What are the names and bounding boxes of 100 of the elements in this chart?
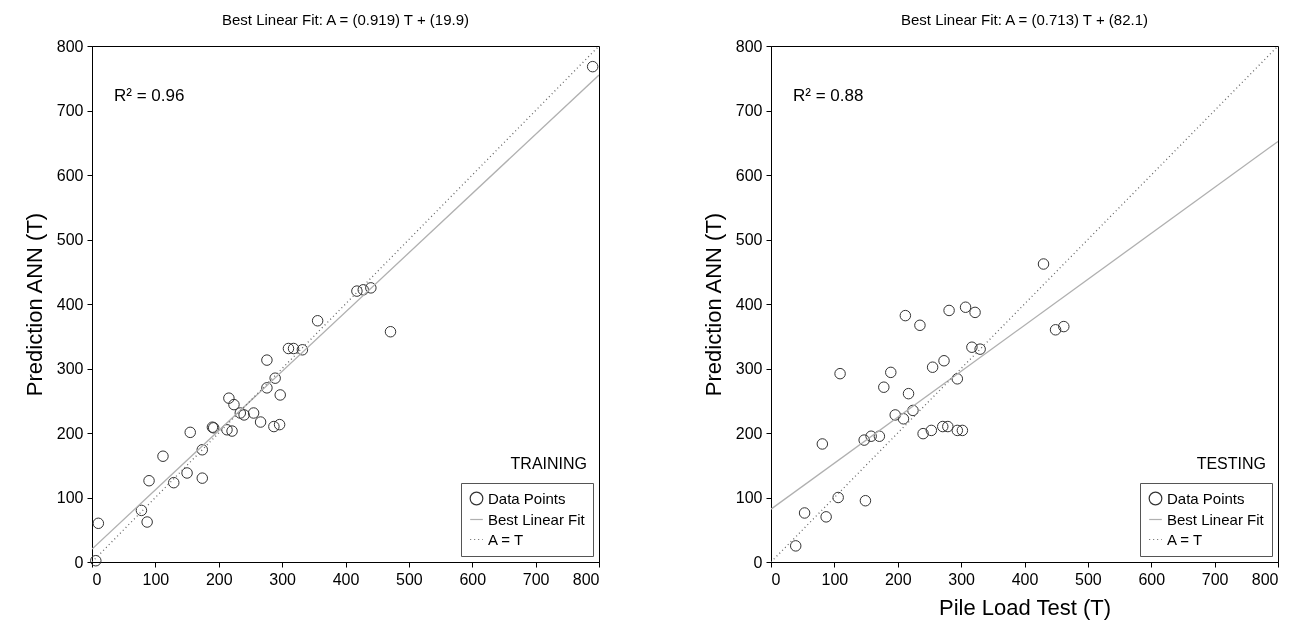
point xyxy=(798,507,811,519)
point xyxy=(1058,320,1070,333)
x-tick-label: 800 xyxy=(1251,570,1279,588)
y-tick-label: 700 xyxy=(735,102,763,119)
point xyxy=(834,367,846,380)
y-tick-label: 500 xyxy=(735,231,763,248)
x-tick-label: 0 xyxy=(771,570,781,588)
point xyxy=(907,404,919,417)
y-axis-title: Prediction ANN (T) xyxy=(700,212,726,397)
point xyxy=(196,444,209,456)
y-tick-label: 0 xyxy=(753,553,763,571)
y-tick-label: 700 xyxy=(56,102,84,119)
point xyxy=(184,426,196,439)
point xyxy=(865,430,877,442)
point xyxy=(899,309,912,322)
y-tick-label: 600 xyxy=(56,166,84,184)
y-tick-label: 100 xyxy=(735,489,763,506)
point xyxy=(247,407,260,419)
point xyxy=(956,424,969,437)
point xyxy=(873,430,886,442)
y-tick-label: 800 xyxy=(56,37,84,55)
y-tick-label: 300 xyxy=(735,360,763,377)
point xyxy=(942,420,954,433)
point xyxy=(951,424,964,437)
point xyxy=(885,366,897,379)
legend-label: A = T xyxy=(1167,530,1203,548)
point xyxy=(820,511,832,523)
legend-label: Data Points xyxy=(488,489,566,507)
y-axis-title: Prediction ANN (T) xyxy=(21,212,47,397)
point xyxy=(902,387,915,400)
point xyxy=(586,60,599,73)
point xyxy=(816,438,829,450)
point xyxy=(254,416,267,428)
point xyxy=(966,341,978,353)
point xyxy=(287,342,300,355)
chart-title: Best Linear Fit: A = (0.713) T + (82.1) xyxy=(900,11,1149,28)
point xyxy=(351,285,363,297)
x-tick-label: 200 xyxy=(205,570,233,588)
point xyxy=(181,467,193,479)
point xyxy=(384,326,397,338)
point xyxy=(221,424,233,436)
point xyxy=(238,409,250,421)
chart-title: Best Linear Fit: A = (0.919) T + (19.9) xyxy=(221,11,470,28)
point xyxy=(959,301,972,313)
point xyxy=(90,554,102,567)
point xyxy=(917,427,929,440)
point xyxy=(269,372,281,384)
point xyxy=(274,389,286,401)
x-tick-label: 500 xyxy=(1075,570,1102,588)
x-tick-label: 400 xyxy=(1011,570,1039,588)
annotation: TESTING xyxy=(1196,455,1266,472)
x-axis-title: Pile Load Test (T) xyxy=(938,594,1112,620)
point xyxy=(937,420,949,433)
x-tick-label: 500 xyxy=(396,570,423,588)
y-tick-label: 400 xyxy=(735,295,763,313)
point xyxy=(858,434,870,446)
point xyxy=(143,475,155,487)
point xyxy=(789,540,802,552)
y-tick-label: 300 xyxy=(56,360,84,377)
annotation: R² = 0.88 xyxy=(793,86,864,105)
y-tick-label: 100 xyxy=(56,489,84,506)
point xyxy=(92,517,105,530)
y-tick-label: 200 xyxy=(56,424,84,442)
point xyxy=(832,491,844,504)
point xyxy=(234,407,247,419)
point xyxy=(141,516,153,528)
point xyxy=(859,494,872,507)
legend-label: Data Points xyxy=(1167,489,1245,507)
point xyxy=(268,420,280,433)
y-tick-label: 0 xyxy=(74,553,84,571)
point xyxy=(897,413,910,425)
point xyxy=(951,373,964,385)
x-tick-label: 100 xyxy=(142,570,170,588)
point xyxy=(1049,324,1062,336)
x-tick-label: 600 xyxy=(1138,570,1166,588)
y-tick-label: 200 xyxy=(735,424,763,442)
annotation: R² = 0.96 xyxy=(114,86,185,105)
x-tick-label: 700 xyxy=(522,570,550,588)
y-tick-label: 800 xyxy=(735,37,763,55)
point xyxy=(889,409,901,421)
point xyxy=(878,381,890,393)
y-tick-label: 400 xyxy=(56,295,84,313)
x-tick-label: 600 xyxy=(459,570,487,588)
point xyxy=(925,424,938,437)
y-tick-label: 600 xyxy=(735,166,763,184)
x-tick-label: 300 xyxy=(948,570,976,588)
point xyxy=(168,476,180,489)
legend-label: A = T xyxy=(488,530,524,548)
point xyxy=(969,306,981,319)
x-tick-label: 300 xyxy=(269,570,297,588)
point xyxy=(228,398,240,411)
point xyxy=(135,504,148,517)
point xyxy=(282,342,295,355)
point xyxy=(943,304,955,317)
x-tick-label: 400 xyxy=(332,570,360,588)
annotation: TRAINING xyxy=(510,455,587,472)
point xyxy=(938,355,950,367)
point xyxy=(296,344,309,356)
legend-label: Best Linear Fit xyxy=(488,510,586,528)
legend-label: Best Linear Fit xyxy=(1167,510,1265,528)
